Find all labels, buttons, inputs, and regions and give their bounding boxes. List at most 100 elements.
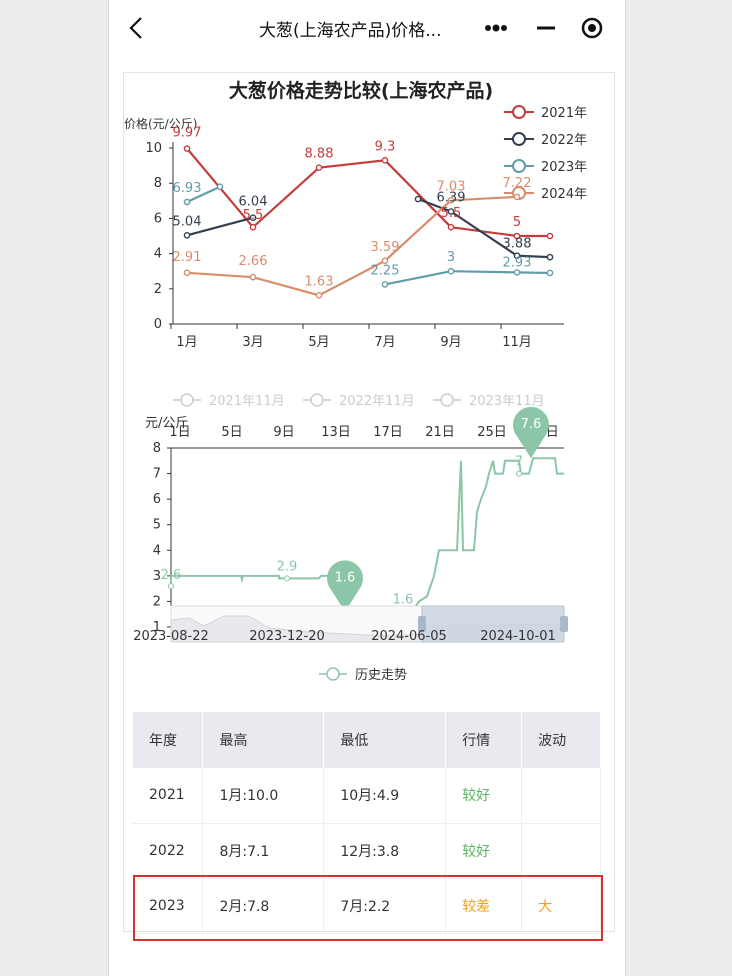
- data-label: 2.9: [277, 559, 298, 574]
- series-line: [186, 147, 550, 238]
- data-point: [546, 269, 554, 277]
- data-label: 2.6: [161, 568, 182, 583]
- cell-low: 7月:2.2: [323, 878, 447, 934]
- x-tick-label: 9日: [273, 425, 294, 440]
- data-point: [381, 257, 389, 265]
- data-label: 6.39: [437, 191, 466, 206]
- cell-high: 1月:10.0: [202, 768, 325, 824]
- y-tick-label: 5: [153, 518, 161, 533]
- marker-pin: [327, 560, 363, 612]
- data-point: [447, 267, 455, 275]
- cell-trend: 较差: [445, 878, 523, 934]
- cell-year: 2021: [133, 768, 204, 824]
- series-line: [186, 195, 518, 297]
- y-tick-label: 4: [153, 543, 161, 558]
- cell-trend: 较好: [445, 768, 523, 824]
- data-point: [546, 232, 554, 240]
- data-point: [447, 223, 455, 231]
- series-line: [170, 457, 564, 613]
- data-label: 1.63: [305, 274, 334, 289]
- cell-year: 2023: [133, 878, 204, 934]
- chart-price-comparison: 大葱价格走势比较(上海农产品) 价格(元/公斤) 0 2 4 6 8 10 1月 3月 5月 7月 9月…: [124, 79, 587, 350]
- legend-label: 2023年: [541, 160, 587, 175]
- x-tick-label: 25日: [477, 425, 507, 440]
- data-label: 7.22: [503, 176, 532, 191]
- legend-marker: [512, 132, 526, 146]
- data-point: [513, 193, 521, 201]
- legend-label: 2022年11月: [339, 394, 415, 409]
- slider-date-label: 2024-06-05: [371, 629, 447, 644]
- table-row: 2023 2月:7.8 7月:2.2 较差 大: [133, 878, 601, 934]
- legend-marker: [180, 393, 194, 407]
- y-tick-label: 6: [154, 211, 162, 226]
- legend-label: 2024年: [541, 187, 587, 202]
- x-tick-label: 13日: [321, 425, 351, 440]
- y-tick-label: 2: [153, 594, 161, 609]
- series-line: [384, 270, 551, 286]
- data-point: [183, 231, 191, 239]
- data-point: [447, 196, 455, 204]
- y-tick-label: 8: [154, 176, 162, 191]
- data-label: 7.03: [437, 179, 466, 194]
- series-line: [186, 185, 221, 203]
- data-label: 6.04: [239, 195, 268, 210]
- data-point: [216, 183, 224, 191]
- x-tick-label: 17日: [373, 425, 403, 440]
- legend-marker: [310, 393, 324, 407]
- y-axis-label: 价格(元/公斤): [124, 116, 197, 131]
- legend-label: 2022年: [541, 133, 587, 148]
- data-point: [381, 281, 389, 288]
- data-point: [315, 292, 323, 299]
- data-point: [183, 269, 191, 277]
- x-tick-label: 9月: [440, 335, 461, 350]
- table-row: 2021 1月:10.0 10月:4.9 较好: [133, 768, 601, 824]
- cell-volatility: [521, 768, 601, 824]
- zoom-slider-handle[interactable]: [418, 616, 426, 632]
- marker-label: 7.6: [521, 417, 542, 432]
- series-line: [417, 197, 551, 259]
- cell-low: 12月:3.8: [323, 823, 447, 879]
- legend-label: 2021年11月: [209, 394, 285, 409]
- data-label: 2.91: [173, 250, 202, 265]
- slider-date-label: 2024-10-01: [480, 629, 556, 644]
- x-tick-label: 21日: [425, 425, 455, 440]
- data-point: [183, 145, 191, 152]
- data-point: [513, 252, 521, 260]
- data-point: [183, 198, 191, 206]
- legend-marker: [440, 393, 454, 407]
- more-icon[interactable]: [473, 12, 519, 44]
- data-point: [414, 195, 422, 203]
- slider-date-label: 2023-08-22: [133, 629, 209, 644]
- data-label: 5.5: [243, 208, 264, 223]
- legend-label: 历史走势: [355, 667, 407, 683]
- y-tick-label: 8: [153, 441, 161, 456]
- stats-table: 年度 最高 最低 行情 波动 2021 1月:10.0 10月:4.9 较好 2…: [133, 712, 601, 934]
- cell-high: 8月:7.1: [202, 823, 325, 879]
- y-tick-label: 4: [154, 247, 162, 262]
- data-point: [284, 575, 290, 582]
- data-label: 3.59: [371, 240, 400, 255]
- x-tick-label: 7月: [374, 335, 395, 350]
- zoom-slider-handle[interactable]: [560, 616, 568, 632]
- data-point: [249, 214, 257, 221]
- page-title: 大葱(上海农产品)价格...: [259, 21, 442, 41]
- data-label: 2.93: [503, 255, 532, 270]
- data-point: [516, 470, 522, 477]
- legend-label: 2023年11月: [469, 394, 545, 409]
- close-capsule-icon[interactable]: [569, 12, 613, 44]
- data-point: [249, 273, 257, 281]
- minimize-icon[interactable]: [523, 12, 569, 44]
- y-tick-label: 1: [153, 620, 161, 635]
- y-tick-label: 3: [153, 569, 161, 584]
- x-tick-label: 5日: [221, 425, 242, 440]
- header-high: 最高: [202, 712, 325, 768]
- back-icon[interactable]: [123, 14, 151, 42]
- series-line: [186, 216, 254, 237]
- header-low: 最低: [323, 712, 447, 768]
- legend-marker: [512, 105, 526, 119]
- x-tick-label: 1月: [176, 335, 197, 350]
- cell-volatility: 大: [521, 878, 601, 934]
- data-point: [513, 232, 521, 240]
- header-trend: 行情: [445, 712, 523, 768]
- data-point: [249, 223, 257, 231]
